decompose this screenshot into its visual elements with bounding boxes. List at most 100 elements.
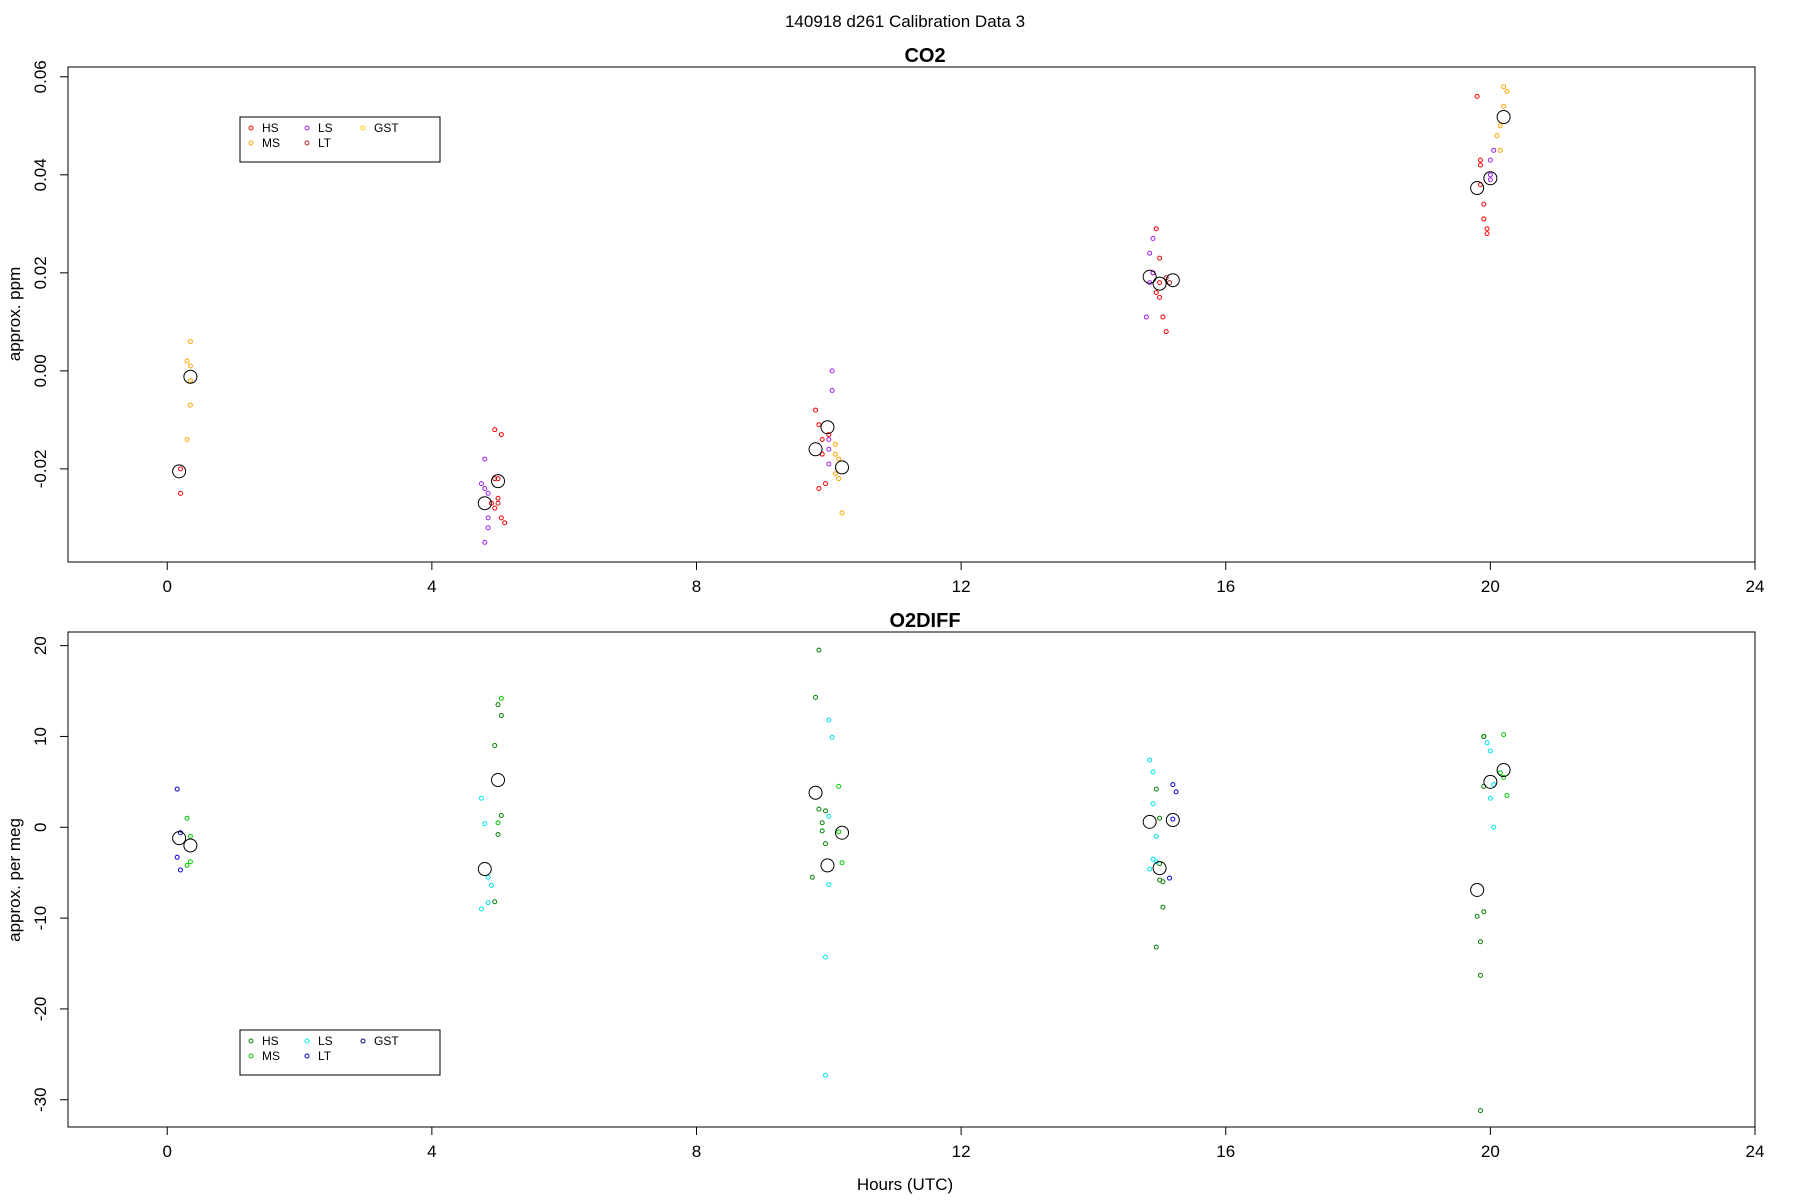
o2diff-point-ms (839, 860, 845, 866)
co2-point-ms (1497, 147, 1503, 153)
co2-point-hs (816, 422, 822, 428)
o2diff-point-hs (813, 694, 819, 700)
o2diff-point-ls (1147, 866, 1153, 872)
co2-point-ls (482, 485, 488, 491)
co2-point-hs (1153, 226, 1159, 232)
co2-x-tick-label: 24 (1746, 577, 1765, 596)
co2-point-hs (1157, 280, 1163, 286)
o2diff-point-lt (177, 867, 183, 873)
o2diff-point-ls (1150, 856, 1156, 862)
o2diff-legend-box (239, 1029, 441, 1076)
o2diff-point-ls (482, 821, 488, 827)
co2-point-ls (829, 387, 835, 393)
o2diff-point-lt (174, 854, 180, 860)
o2diff-point-hs (1481, 909, 1487, 915)
o2diff-legend-marker-hs (248, 1038, 254, 1044)
co2-x-axis: 0 4 8 12 16 20 24 (163, 561, 1765, 596)
co2-point-hs (1157, 255, 1163, 261)
co2-point-ms (1504, 89, 1510, 95)
figure-title: 140918 d261 Calibration Data 3 (785, 12, 1025, 31)
co2-point-ms (184, 358, 190, 364)
co2-point-hs (177, 490, 183, 496)
o2diff-mean-marker (820, 858, 835, 873)
co2-point-hs (1477, 157, 1483, 163)
co2-point-ms (187, 338, 193, 344)
co2-point-hs (498, 515, 504, 521)
co2-point-hs (822, 481, 828, 487)
co2-point-ms (832, 471, 838, 477)
o2diff-point-ls (1150, 769, 1156, 775)
co2-point-ls (478, 481, 484, 487)
o2diff-point-ms (1504, 792, 1510, 798)
o2diff-data-points (174, 647, 1510, 1114)
o2diff-legend-marker-ms (248, 1053, 254, 1059)
co2-point-hs (498, 432, 504, 438)
o2diff-point-hs (822, 808, 828, 814)
co2-mean-marker (183, 369, 198, 384)
co2-mean-marker (172, 464, 187, 479)
co2-legend-marker-lt (304, 140, 310, 146)
o2diff-point-ms (184, 815, 190, 821)
o2diff-point-ms (836, 783, 842, 789)
o2diff-x-axis: 0 4 8 12 16 20 24 (163, 1126, 1764, 1161)
o2diff-y-axis: -30 -20 -10 0 10 20 (31, 636, 69, 1112)
o2diff-point-ls (478, 906, 484, 912)
co2-point-hs (1160, 314, 1166, 320)
co2-point-ms (836, 476, 842, 482)
o2diff-x-tick-label: 16 (1216, 1142, 1235, 1161)
o2diff-mean-marker (1152, 861, 1167, 876)
co2-point-ls (1487, 177, 1493, 183)
o2diff-point-ls (822, 1072, 828, 1078)
co2-point-hs (492, 427, 498, 433)
o2diff-point-lt (1167, 875, 1173, 881)
co2-legend-label-hs: HS (262, 121, 279, 135)
o2diff-point-hs (495, 832, 501, 838)
o2diff-point-ls (1150, 801, 1156, 807)
o2diff-legend-marker-lt (304, 1053, 310, 1059)
co2-legend-label-gst: GST (374, 121, 399, 135)
o2diff-panel: O2DIFF approx. per meg 0 4 8 12 16 20 24 -30 -2… (5, 610, 1764, 1161)
co2-mean-marker (491, 474, 506, 489)
co2-y-tick-label: 0.02 (31, 256, 50, 289)
o2diff-point-hs (492, 899, 498, 905)
o2diff-y-tick-label: 20 (31, 636, 50, 655)
o2diff-point-hs (816, 647, 822, 653)
co2-mean-marker (1483, 171, 1498, 186)
co2-y-tick-label: 0.06 (31, 60, 50, 93)
o2diff-point-hs (1474, 913, 1480, 919)
o2diff-legend-label-gst: GST (374, 1034, 399, 1048)
o2diff-legend-marker-ls (304, 1038, 310, 1044)
o2diff-point-ms (187, 859, 193, 865)
co2-point-lt (495, 500, 501, 506)
o2diff-point-ms (1501, 774, 1507, 780)
o2diff-point-hs (809, 874, 815, 880)
o2diff-x-tick-label: 0 (163, 1142, 172, 1161)
co2-point-hs (495, 495, 501, 501)
o2diff-point-hs (1153, 944, 1159, 950)
o2diff-point-ls (1487, 748, 1493, 754)
co2-point-ls (826, 446, 832, 452)
o2diff-point-ls (478, 795, 484, 801)
o2diff-mean-marker (1470, 882, 1485, 897)
o2diff-point-ls (485, 874, 491, 880)
co2-panel-title: CO2 (904, 45, 945, 67)
o2diff-point-ls (1491, 824, 1497, 830)
co2-point-hs (1481, 216, 1487, 222)
co2-y-tick-label: 0.00 (31, 354, 50, 387)
co2-point-lt (1167, 280, 1173, 286)
co2-point-ms (187, 378, 193, 384)
o2diff-point-hs (492, 743, 498, 749)
o2diff-point-ls (1484, 740, 1490, 746)
co2-point-hs (1153, 289, 1159, 295)
co2-mean-marker (1470, 181, 1485, 196)
co2-point-ls (485, 525, 491, 531)
o2diff-point-hs (1477, 939, 1483, 945)
o2diff-point-ls (822, 954, 828, 960)
o2diff-point-ms (498, 695, 504, 701)
o2diff-mean-marker (477, 862, 492, 877)
o2diff-point-hs (1153, 786, 1159, 792)
co2-point-ls (829, 368, 835, 374)
co2-y-axis-label: approx. ppm (5, 267, 24, 362)
co2-mean-marker (1152, 276, 1167, 291)
